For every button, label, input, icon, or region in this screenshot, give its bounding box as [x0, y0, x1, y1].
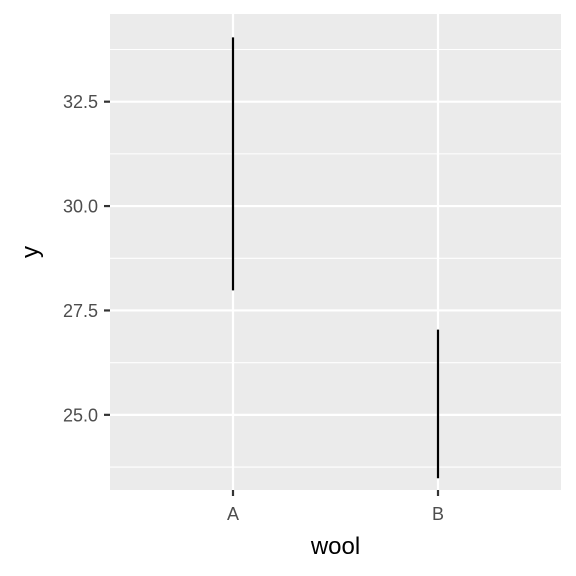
y-tick-label: 32.5	[63, 92, 98, 112]
y-tick-label: 27.5	[63, 301, 98, 321]
y-tick-label: 25.0	[63, 405, 98, 425]
x-tick-label-B: B	[432, 504, 444, 524]
plot-panel	[110, 14, 561, 490]
x-tick-label-A: A	[227, 504, 239, 524]
error-bars	[231, 37, 440, 479]
x-axis-title: wool	[310, 533, 360, 560]
minor-gridlines	[110, 48, 561, 468]
y-tick-label: 30.0	[63, 197, 98, 217]
y-axis-title: y	[17, 246, 44, 258]
y-axis: 25.0 27.5 30.0 32.5	[63, 92, 110, 425]
